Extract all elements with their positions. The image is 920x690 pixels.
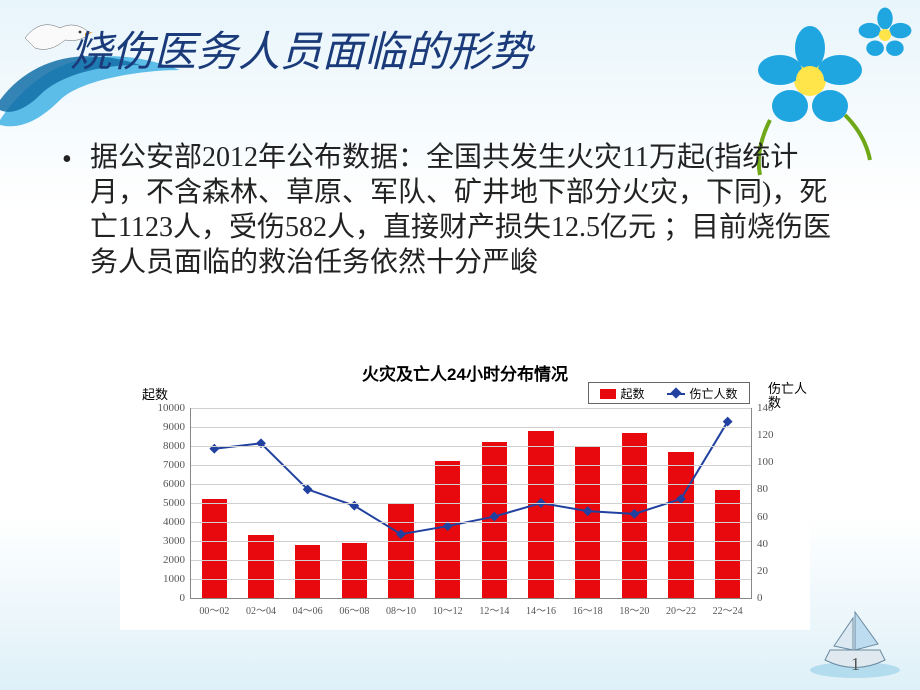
ytick-right: 140 [757, 402, 787, 414]
chart-legend: 起数 伤亡人数 [588, 382, 750, 404]
legend-item-line: 伤亡人数 [667, 385, 737, 402]
page-number: 1 [851, 654, 860, 675]
bullet-text: 据公安部2012年公布数据：全国共发生火灾11万起(指统计月，不含森林、草原、军… [90, 140, 850, 280]
x-tick-label: 00～02 [199, 602, 229, 617]
gridline [191, 446, 751, 447]
x-tick-label: 10～12 [433, 602, 463, 617]
gridline [191, 408, 751, 409]
ytick-left: 6000 [145, 478, 185, 490]
bullet-marker: • [62, 142, 72, 177]
x-tick-label: 04～06 [293, 602, 323, 617]
gridline [191, 522, 751, 523]
ytick-right: 120 [757, 429, 787, 441]
x-tick-label: 22～24 [713, 602, 743, 617]
gridline [191, 427, 751, 428]
x-tick-label: 18～20 [619, 602, 649, 617]
ytick-left: 1000 [145, 573, 185, 585]
x-axis-labels: 00～02 02～04 04～06 06～08 08～10 10～12 12～14 14～16… [191, 598, 751, 618]
ytick-left: 4000 [145, 516, 185, 528]
ytick-right: 20 [757, 565, 787, 577]
x-tick-label: 14～16 [526, 602, 556, 617]
ytick-left: 7000 [145, 459, 185, 471]
slide-title: 烧伤医务人员面临的形势 [70, 18, 532, 79]
ytick-right: 0 [757, 592, 787, 604]
gridline [191, 503, 751, 504]
ytick-left: 5000 [145, 497, 185, 509]
y-left-axis-label: 起数 [142, 384, 168, 403]
gridline [191, 465, 751, 466]
line-series [214, 422, 727, 535]
bullet-block: • 据公安部2012年公布数据：全国共发生火灾11万起(指统计月，不含森林、草原… [90, 140, 850, 280]
x-tick-label: 06～08 [339, 602, 369, 617]
legend-item-bar: 起数 [600, 385, 644, 402]
ytick-left: 3000 [145, 535, 185, 547]
x-tick-label: 08～10 [386, 602, 416, 617]
plot-area: 00～0202～0404～0606～0808～1010～1212～1414～16… [190, 408, 752, 599]
line-marker [629, 509, 639, 519]
ytick-left: 2000 [145, 554, 185, 566]
x-tick-label: 16～18 [573, 602, 603, 617]
line-marker [723, 417, 733, 427]
x-tick-label: 12～14 [479, 602, 509, 617]
line-marker [396, 529, 406, 539]
ytick-right: 60 [757, 511, 787, 523]
gridline [191, 579, 751, 580]
x-tick-label: 20～22 [666, 602, 696, 617]
chart: 火灾及亡人24小时分布情况 起数 伤亡人数 起数 伤亡人数 00～0202～04… [120, 360, 810, 630]
gridline [191, 541, 751, 542]
gridline [191, 484, 751, 485]
line-marker [583, 506, 593, 516]
legend-bar-label: 起数 [620, 387, 644, 401]
ytick-right: 80 [757, 483, 787, 495]
x-tick-label: 02～04 [246, 602, 276, 617]
ytick-right: 40 [757, 538, 787, 550]
line-marker [489, 512, 499, 522]
ytick-right: 100 [757, 456, 787, 468]
legend-line-label: 伤亡人数 [689, 387, 737, 401]
ytick-left: 0 [145, 592, 185, 604]
ytick-left: 10000 [145, 402, 185, 414]
ytick-left: 8000 [145, 440, 185, 452]
gridline [191, 560, 751, 561]
ytick-left: 9000 [145, 421, 185, 433]
